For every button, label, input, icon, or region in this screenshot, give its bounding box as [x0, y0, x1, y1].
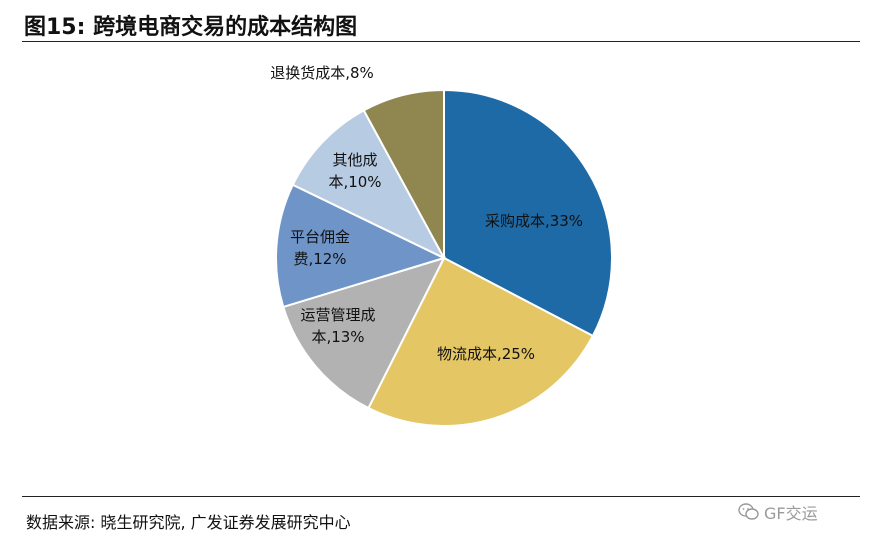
slice-label-3: 运营管理成本,13%	[300, 306, 375, 346]
title-bar: 图15: 跨境电商交易的成本结构图	[22, 6, 860, 42]
footer-divider	[22, 496, 860, 497]
wechat-icon	[738, 503, 759, 520]
slice-label-4: 平台佣金费,12%	[290, 228, 350, 268]
pie-slice-5	[291, 109, 447, 261]
watermark-text: GF交运	[764, 504, 818, 523]
data-source: 数据来源: 晓生研究院, 广发证券发展研究中心	[26, 513, 351, 532]
chart-title: 图15: 跨境电商交易的成本结构图	[24, 15, 358, 40]
pie-slice-4	[275, 183, 447, 309]
slice-label-5: 其他成本,10%	[328, 151, 381, 191]
slice-label-1: 采购成本,33%	[485, 212, 583, 230]
slice-label-6: 退换货成本,8%	[270, 64, 374, 82]
pie-slice-1	[443, 88, 613, 338]
pie-slice-2	[367, 256, 595, 427]
pie-slice-6	[362, 88, 445, 259]
watermark: GF交运	[738, 497, 860, 527]
slice-label-2: 物流成本,25%	[437, 345, 535, 363]
